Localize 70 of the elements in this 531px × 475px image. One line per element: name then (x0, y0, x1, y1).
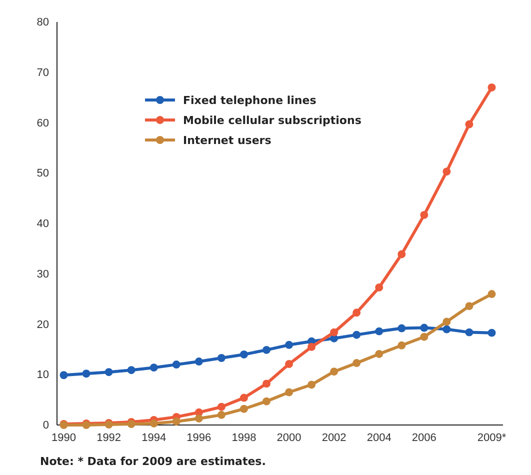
point (442, 168, 451, 176)
point (465, 302, 474, 310)
point (172, 360, 180, 369)
y-tick-label: 80 (36, 16, 49, 29)
point (398, 341, 406, 350)
point (420, 324, 428, 332)
point (488, 84, 496, 92)
y-tick-label: 50 (36, 168, 49, 180)
point (442, 318, 451, 326)
legend-label: Mobile cellular subscriptions (183, 114, 362, 127)
x-tick-label: 2002 (322, 432, 346, 444)
y-tick-label: 40 (36, 218, 49, 230)
point (262, 397, 270, 406)
point (194, 414, 203, 422)
point (217, 410, 226, 419)
y-tick-label: 0 (42, 420, 49, 432)
point (330, 328, 338, 336)
point (465, 328, 474, 336)
point (194, 358, 203, 366)
point (488, 290, 496, 298)
point (375, 283, 384, 292)
point (217, 402, 226, 411)
point (262, 346, 270, 354)
point (465, 120, 474, 128)
point (375, 327, 384, 336)
point (127, 366, 136, 374)
x-tick-label: 2009* (477, 432, 507, 444)
point (398, 324, 406, 332)
x-tick-label: 1998 (232, 432, 256, 444)
y-tick-label: 10 (36, 369, 49, 382)
x-tick-label: 1990 (52, 432, 76, 444)
x-tick-label: 1996 (186, 432, 212, 444)
point (330, 368, 338, 376)
y-tick-label: 30 (36, 268, 49, 280)
point (285, 340, 293, 349)
point (308, 380, 316, 389)
point (240, 394, 248, 402)
point (285, 360, 293, 368)
point (352, 359, 361, 368)
point (420, 332, 428, 341)
point (352, 308, 361, 317)
legend-label: Internet users (183, 134, 272, 147)
point (240, 404, 248, 413)
point (285, 388, 293, 396)
point (150, 364, 158, 372)
point (308, 342, 316, 351)
text: Note: * Data for 2009 are estimates. (40, 455, 266, 468)
point (172, 417, 180, 426)
point (150, 420, 158, 428)
point (352, 330, 361, 339)
point (488, 328, 496, 337)
point (82, 370, 90, 378)
x-tick-label: 2006 (412, 432, 436, 444)
x-tick-label: 1992 (96, 432, 122, 444)
legend-label: Fixed telephone lines (183, 94, 317, 107)
point (442, 325, 451, 334)
x-tick-label: 2004 (366, 432, 392, 444)
y-tick-label: 20 (36, 318, 49, 331)
point (262, 380, 270, 388)
y-tick-label: 60 (36, 117, 49, 130)
point (240, 350, 248, 358)
point (375, 350, 384, 358)
point (60, 371, 68, 380)
point (398, 250, 406, 258)
point (217, 354, 226, 362)
y-tick-label: 70 (36, 66, 49, 79)
x-tick-label: 1994 (142, 432, 166, 444)
x-tick-label: 2000 (276, 432, 302, 444)
point (104, 368, 113, 376)
point (420, 210, 428, 219)
